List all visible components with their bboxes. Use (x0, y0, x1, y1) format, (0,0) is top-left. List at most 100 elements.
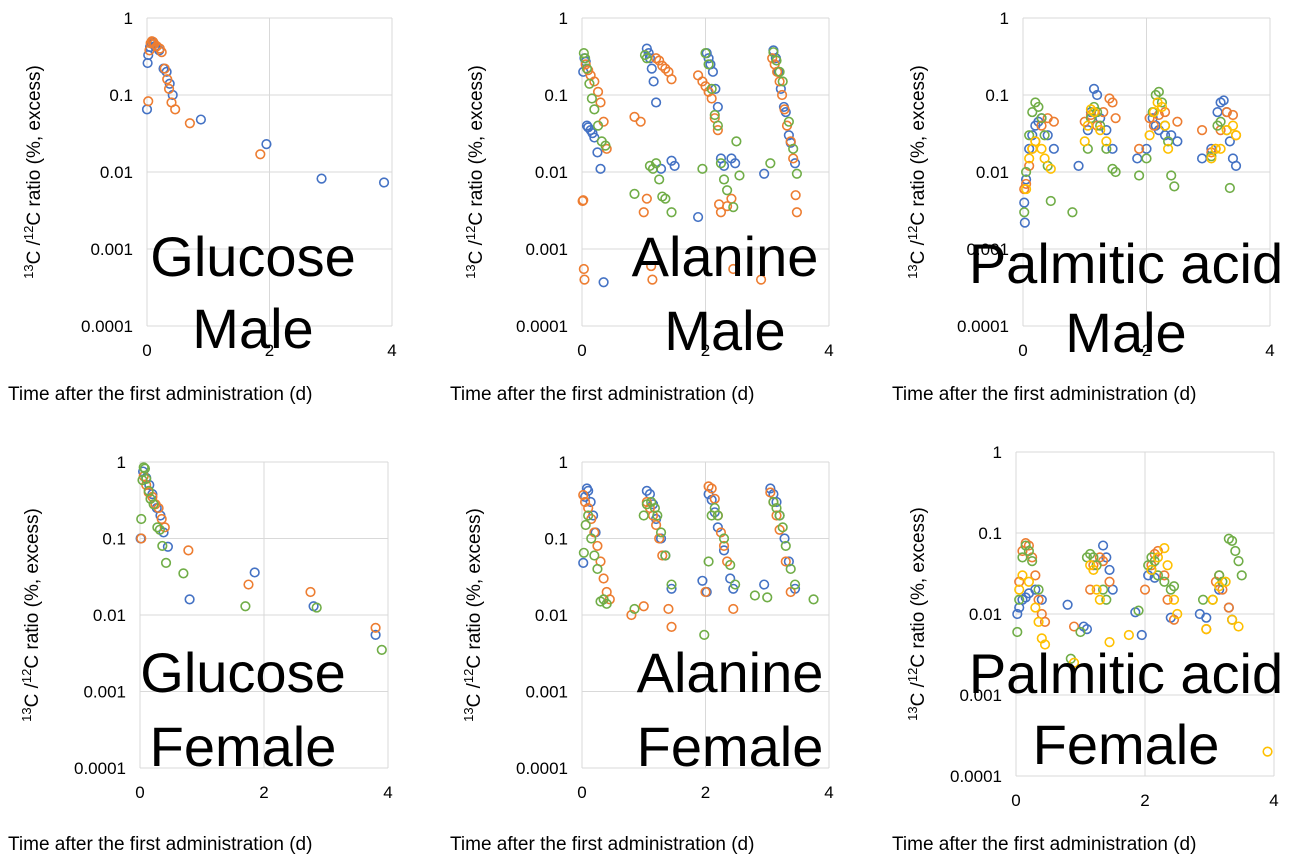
y-tick-label: 0.1 (985, 86, 1009, 105)
data-point (136, 533, 147, 544)
data-point (712, 522, 723, 533)
data-point (638, 601, 649, 612)
data-point (592, 540, 603, 552)
data-point (1136, 629, 1147, 641)
data-point (1024, 143, 1035, 154)
data-point (1159, 106, 1171, 118)
data-point (578, 263, 589, 275)
data-point (1095, 125, 1106, 136)
data-point (311, 602, 322, 613)
data-point (700, 586, 711, 598)
data-point (184, 118, 195, 129)
data-point (1224, 182, 1235, 194)
data-point (1207, 594, 1218, 605)
data-point (1085, 104, 1097, 115)
data-point (195, 114, 206, 125)
chart-panel-1: 1 0.1 0.01 0.001 0.0001 0 2 4 13C /12C ratio (%,… (8, 9, 397, 405)
data-point (1230, 160, 1242, 172)
data-point (771, 510, 782, 521)
data-point (145, 493, 156, 504)
y-tick-label: 0.1 (109, 86, 133, 105)
data-point (1133, 605, 1144, 616)
data-point (1024, 153, 1035, 164)
series-3 (578, 47, 802, 218)
data-point (592, 147, 603, 158)
data-point (1159, 543, 1170, 554)
data-point (578, 195, 589, 206)
data-point (589, 550, 600, 561)
y-axis-label: 13C /12C ratio (%, excess) (461, 508, 485, 722)
data-point (1042, 130, 1053, 141)
data-point (1091, 584, 1102, 595)
data-point (777, 522, 788, 533)
data-point (774, 76, 785, 87)
y-tick-label: 1 (559, 9, 568, 28)
data-point (785, 586, 796, 598)
series-4 (1014, 543, 1273, 757)
data-point (1036, 113, 1047, 124)
data-point (718, 540, 730, 552)
data-point (144, 45, 155, 56)
series-1 (578, 483, 801, 598)
data-point (1152, 570, 1163, 581)
data-point (184, 594, 195, 605)
data-point (715, 207, 727, 218)
data-point (650, 519, 662, 531)
data-point (1033, 616, 1044, 627)
data-point (644, 160, 656, 172)
data-point (163, 83, 175, 95)
x-tick-label: 2 (1142, 341, 1151, 360)
data-point (706, 83, 717, 95)
data-point (583, 502, 594, 514)
overlay-title-line: Alanine (637, 641, 824, 704)
data-point (1152, 545, 1163, 557)
data-point (663, 603, 674, 615)
data-point (1196, 153, 1208, 164)
series-1 (1012, 540, 1238, 641)
overlay-title-line: Male (192, 297, 313, 360)
data-point (777, 76, 788, 87)
data-point (1088, 106, 1100, 118)
data-point (1030, 584, 1041, 595)
data-point (1107, 97, 1118, 108)
data-point (1027, 555, 1038, 567)
data-point (1215, 116, 1226, 127)
data-point (788, 143, 799, 154)
data-point (1224, 136, 1235, 147)
data-point (722, 185, 733, 196)
data-point (779, 533, 790, 544)
data-point (774, 510, 785, 521)
data-point (762, 592, 773, 603)
data-point (629, 111, 640, 122)
data-point (1020, 178, 1032, 190)
x-tick-label: 0 (1011, 791, 1020, 810)
data-point (712, 125, 723, 136)
data-point (774, 66, 785, 77)
x-tick-label: 4 (824, 783, 833, 802)
y-tick-label: 0.01 (93, 606, 126, 625)
data-point (709, 507, 720, 518)
data-point (378, 177, 390, 188)
y-tick-label: 0.1 (544, 86, 568, 105)
x-tick-label: 2 (701, 341, 710, 360)
data-point (1262, 746, 1273, 757)
data-point (697, 575, 708, 586)
data-point (1132, 153, 1143, 164)
data-point (780, 556, 791, 567)
data-point (725, 573, 736, 584)
x-tick-label: 0 (135, 783, 144, 802)
data-point (647, 274, 658, 285)
data-point (1082, 120, 1093, 131)
data-point (1045, 195, 1056, 207)
data-point (629, 188, 640, 199)
data-point (1163, 136, 1174, 147)
data-point (1159, 130, 1171, 141)
y-tick-label: 1 (124, 9, 133, 28)
y-tick-label: 0.01 (535, 163, 568, 182)
series-2 (1014, 538, 1234, 635)
data-point (1045, 163, 1056, 174)
data-point (725, 559, 736, 571)
data-point (730, 158, 741, 169)
data-point (255, 149, 266, 160)
